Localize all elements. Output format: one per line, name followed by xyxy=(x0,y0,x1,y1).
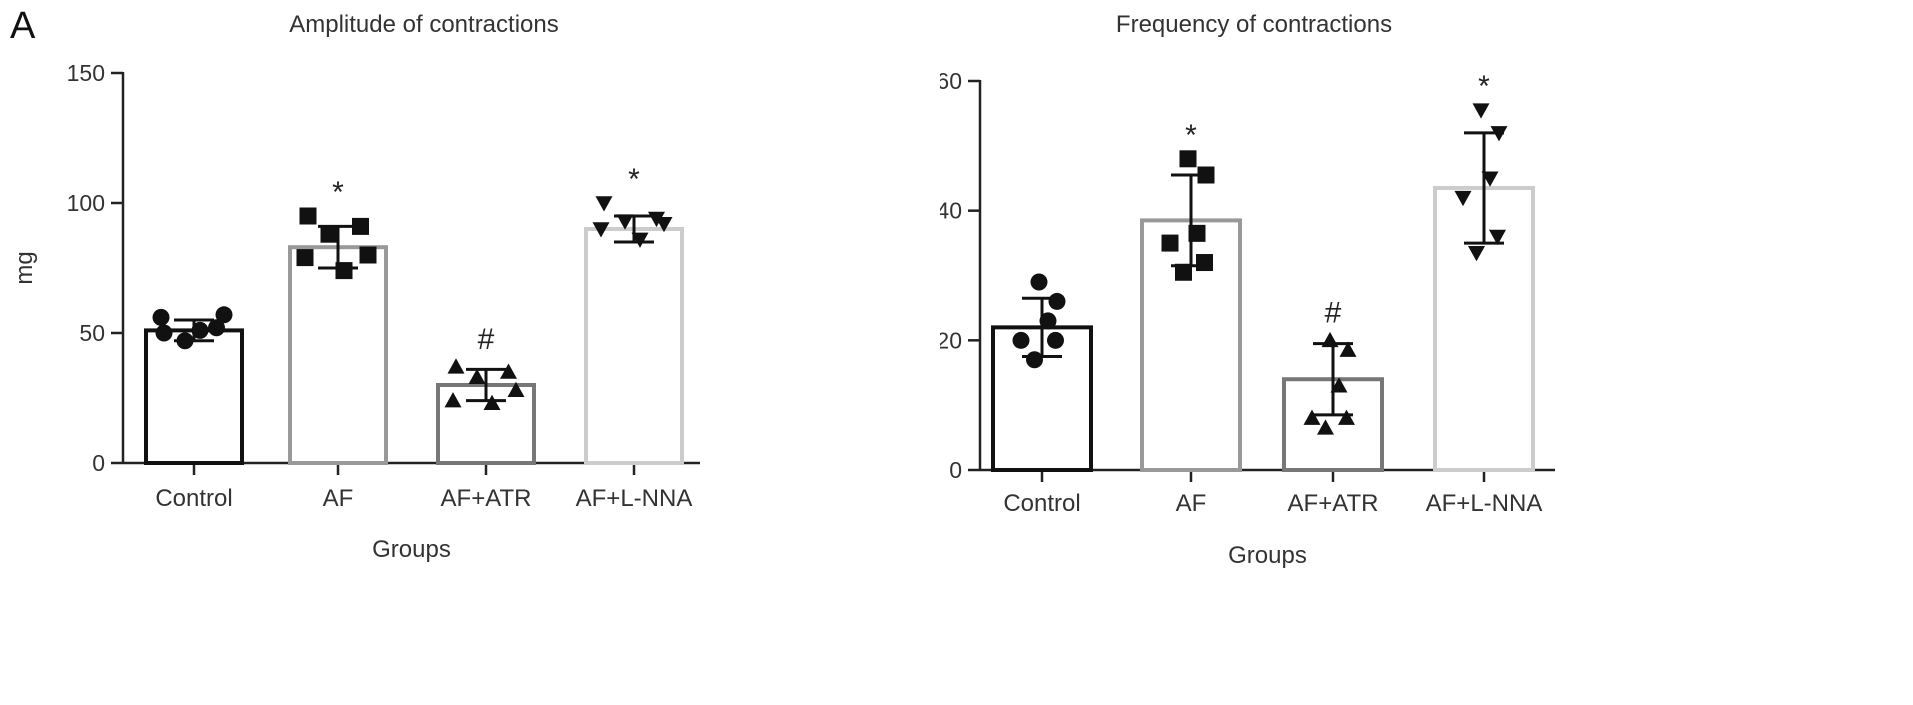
data-point-triangle-down xyxy=(648,211,665,228)
data-point-triangle-up xyxy=(1330,377,1348,393)
y-axis-label: mg xyxy=(11,251,38,284)
data-point-square xyxy=(1161,234,1179,252)
y-tick-label: 0 xyxy=(949,457,962,483)
data-point-square xyxy=(299,207,317,225)
data-point-square xyxy=(1196,254,1213,272)
data-point-circle xyxy=(152,308,170,326)
x-tick-label: AF+L-NNA xyxy=(1426,490,1543,517)
y-tick-label: 40 xyxy=(940,198,962,224)
data-point-triangle-down xyxy=(1481,171,1499,187)
data-point-square xyxy=(296,249,314,267)
y-tick-label: 0 xyxy=(92,450,105,476)
data-point-circle xyxy=(1047,331,1064,349)
data-point-triangle-up xyxy=(483,394,501,410)
significance-marker: # xyxy=(478,323,495,356)
x-tick-label: AF xyxy=(1176,490,1207,517)
data-point-triangle-up xyxy=(468,368,486,384)
data-point-triangle-down xyxy=(595,196,613,212)
significance-marker: * xyxy=(1478,70,1490,103)
data-point-triangle-up xyxy=(1317,419,1334,435)
data-point-triangle-down xyxy=(1489,229,1506,246)
chart-title: Amplitude of contractions xyxy=(289,11,558,38)
data-point-square xyxy=(352,217,369,235)
data-point-circle xyxy=(155,324,173,342)
data-point-triangle-down xyxy=(631,232,649,248)
chart-a-svg: A Amplitude of contractions 0 50 100 150 mg Con… xyxy=(10,5,700,563)
data-point-square xyxy=(320,225,338,243)
significance-marker: * xyxy=(628,163,640,196)
significance-marker: * xyxy=(1185,119,1197,152)
y-tick-label: 20 xyxy=(940,327,962,353)
chart-panel-b: BFrequency of contractions0204060Number/… xyxy=(940,0,1913,705)
data-point-circle xyxy=(1030,273,1048,291)
x-axis-label: Groups xyxy=(372,536,451,563)
data-point-square xyxy=(335,262,353,280)
data-point-square xyxy=(1175,263,1192,281)
x-tick-label: Control xyxy=(1003,490,1080,517)
data-point-triangle-down xyxy=(655,217,673,233)
data-point-triangle-down xyxy=(1490,126,1508,142)
y-tick-label: 150 xyxy=(67,60,105,86)
data-point-triangle-down xyxy=(1468,246,1485,262)
bar xyxy=(144,328,244,465)
data-point-triangle-up xyxy=(500,363,517,379)
data-point-triangle-up xyxy=(1303,409,1321,425)
data-point-circle xyxy=(1026,351,1043,369)
x-tick-label: Control xyxy=(155,485,232,512)
data-point-circle xyxy=(1012,331,1030,349)
x-tick-label: AF xyxy=(323,485,354,512)
bar xyxy=(584,227,684,465)
bar xyxy=(288,245,388,465)
data-point-triangle-up xyxy=(447,358,465,374)
data-point-circle xyxy=(176,332,194,350)
data-point-triangle-up xyxy=(444,392,462,408)
data-point-square xyxy=(1197,166,1215,184)
data-point-triangle-up xyxy=(1321,331,1339,348)
chart-panel-a: A Amplitude of contractions 0 50 100 150 mg Con… xyxy=(0,0,940,705)
data-point-circle xyxy=(1039,312,1057,330)
data-point-square xyxy=(1188,224,1206,242)
y-tick-label: 100 xyxy=(67,190,105,216)
data-point-triangle-down xyxy=(1454,190,1472,207)
data-point-square xyxy=(1179,150,1197,168)
data-point-triangle-down xyxy=(616,214,634,230)
data-point-square xyxy=(359,246,377,264)
chart-title: Frequency of contractions xyxy=(1116,11,1392,38)
data-point-triangle-up xyxy=(1338,409,1355,425)
panel-label: A xyxy=(10,5,36,47)
data-point-circle xyxy=(215,306,233,324)
chart-b-svg: BFrequency of contractions0204060Number/… xyxy=(940,11,1555,569)
significance-marker: * xyxy=(332,176,344,209)
data-point-triangle-down xyxy=(1472,103,1490,119)
data-point-triangle-down xyxy=(592,222,610,238)
data-point-circle xyxy=(191,321,209,339)
significance-marker: # xyxy=(1325,296,1342,329)
x-tick-label: AF+ATR xyxy=(1288,490,1379,517)
data-point-circle xyxy=(1048,292,1066,310)
x-axis-label: Groups xyxy=(1228,542,1307,569)
data-point-triangle-up xyxy=(1339,341,1357,357)
data-point-circle xyxy=(208,319,225,337)
x-tick-label: AF+L-NNA xyxy=(576,485,693,512)
x-tick-label: AF+ATR xyxy=(441,485,532,512)
y-tick-label: 50 xyxy=(79,320,105,346)
data-point-triangle-up xyxy=(507,381,525,397)
y-tick-label: 60 xyxy=(940,68,962,94)
